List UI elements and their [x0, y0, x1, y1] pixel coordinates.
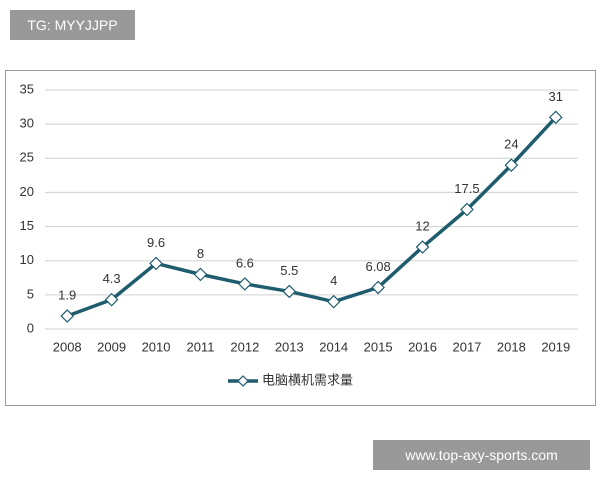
y-tick-label: 5 [27, 286, 34, 301]
point [460, 202, 474, 217]
point [282, 284, 297, 299]
series-line [66, 116, 558, 318]
point [104, 292, 119, 307]
point [60, 309, 75, 323]
data-label: 6.6 [236, 255, 254, 270]
y-tick-label: 20 [20, 184, 34, 199]
point [326, 294, 341, 309]
x-tick-label: 2009 [97, 339, 126, 354]
data-label: 12 [415, 218, 429, 233]
y-tick-label: 25 [20, 150, 34, 165]
point [415, 240, 430, 254]
x-tick-label: 2008 [53, 339, 82, 354]
data-label: 17.5 [454, 181, 479, 196]
x-tick-label: 2017 [452, 339, 481, 354]
x-tick-label: 2016 [408, 339, 437, 354]
point [504, 158, 519, 172]
data-label: 6.08 [365, 259, 390, 274]
point [193, 267, 208, 282]
legend-marker [237, 375, 249, 387]
y-tick-label: 15 [20, 218, 34, 233]
y-tick-label: 0 [27, 320, 34, 335]
point [371, 280, 385, 295]
legend-label: 电脑横机需求量 [262, 374, 353, 389]
x-tick-label: 2011 [186, 339, 214, 354]
data-label: 24 [504, 137, 518, 152]
data-label: 31 [549, 89, 563, 104]
y-tick-label: 35 [20, 81, 34, 96]
y-tick-label: 30 [20, 116, 34, 131]
x-tick-label: 2010 [142, 339, 171, 354]
x-tick-label: 2019 [541, 339, 570, 354]
y-tick-label: 10 [20, 252, 34, 267]
x-tick-label: 2014 [319, 339, 348, 354]
watermark: TG: MYYJJPP [10, 10, 135, 40]
data-label: 4 [330, 273, 337, 288]
data-label: 1.9 [58, 287, 76, 302]
x-tick-label: 2012 [230, 339, 259, 354]
data-label: 8 [197, 246, 204, 261]
data-label: 9.6 [147, 235, 165, 250]
data-label: 5.5 [280, 263, 298, 278]
watermark: www.top-axy-sports.com [373, 440, 590, 470]
data-label: 4.3 [103, 271, 121, 286]
x-tick-label: 2018 [497, 339, 526, 354]
point [548, 110, 563, 125]
x-tick-label: 2015 [364, 339, 393, 354]
point [238, 277, 252, 291]
x-tick-label: 2013 [275, 339, 304, 354]
chart-frame [5, 70, 596, 406]
point [149, 256, 163, 271]
